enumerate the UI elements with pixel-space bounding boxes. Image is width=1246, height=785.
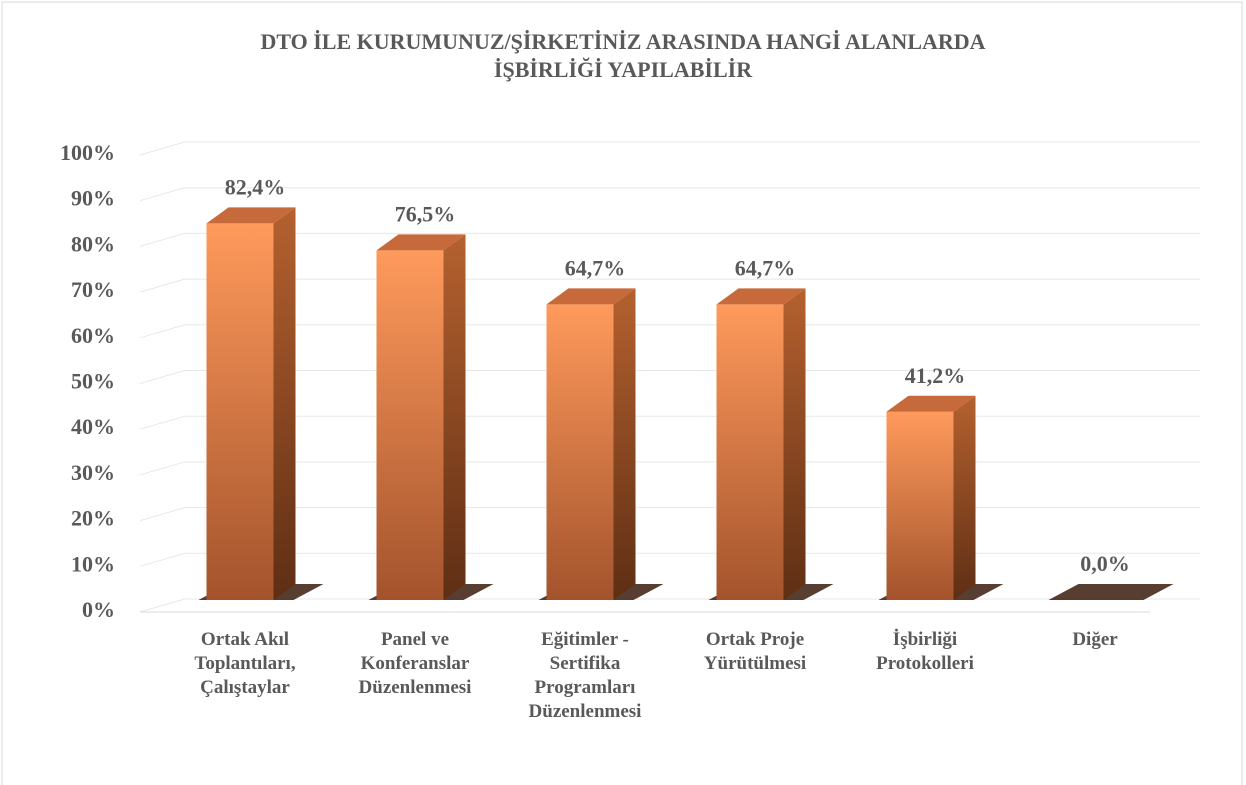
x-tick-label: Eğitimler - Sertifika Programları Düzenl… [528,629,642,722]
bar-side [443,234,466,600]
grid-line [139,232,186,247]
value-label: 64,7% [565,255,626,280]
y-tick-label: 20% [71,506,115,531]
bar [198,207,324,600]
y-tick-label: 0% [82,597,115,622]
bar-top [716,288,806,305]
bar-side [273,207,296,600]
y-tick-label: 70% [71,277,115,302]
x-tick-label: Panel ve Konferanslar Düzenlenmesi [358,629,472,698]
chart-title: DTO İLE KURUMUNUZ/ŞİRKETİNİZ ARASINDA HA… [260,29,985,54]
value-label: 76,5% [395,201,456,226]
y-tick-label: 60% [71,323,115,348]
bar-top [376,234,466,251]
y-tick-label: 40% [71,414,115,439]
grid-line [139,415,186,430]
y-tick-label: 90% [71,186,115,211]
bar-top [886,395,976,412]
bar [368,234,494,600]
y-tick-label: 30% [71,460,115,485]
y-tick-label: 100% [60,140,115,165]
x-tick-label: İşbirliği Protokolleri [876,629,974,674]
bar [878,395,1004,600]
x-tick-label: Diğer [1072,629,1118,650]
y-tick-label: 50% [71,369,115,394]
bar-front [546,304,614,600]
bar [1048,584,1174,600]
value-label: 41,2% [905,363,966,388]
grid-line [139,461,186,476]
bar-front [716,304,784,600]
bar-side [783,288,806,600]
bar-side [953,395,976,600]
value-label: 64,7% [735,255,796,280]
grid-line [139,141,186,156]
grid-line [139,507,186,522]
chart-title: İŞBİRLİĞİ YAPILABİLİR [494,57,753,82]
value-label: 0,0% [1080,551,1130,576]
bar-front [376,250,444,600]
bar-shadow [1048,584,1174,600]
bar-front [886,411,954,600]
bar [538,288,664,600]
grid-line [139,278,186,293]
grid-line [139,187,186,202]
bar-side [613,288,636,600]
bar-top [546,288,636,305]
grid-line [139,369,186,384]
x-tick-label: Ortak Akıl Toplantıları, Çalıştaylar [194,629,296,698]
x-tick-label: Ortak Proje Yürütülmesi [703,629,807,674]
grid-line [139,324,186,339]
y-tick-label: 10% [71,551,115,576]
bar [708,288,834,600]
value-label: 82,4% [225,174,286,199]
grid-line [139,598,186,613]
grid-line [139,552,186,567]
y-tick-label: 80% [71,231,115,256]
bar-top [206,207,296,224]
bar-front [206,223,274,600]
